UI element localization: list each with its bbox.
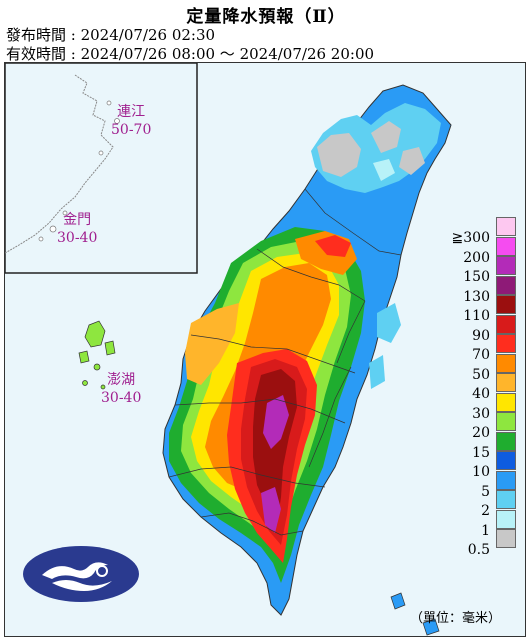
legend-label: 5	[481, 483, 490, 500]
legend-swatch	[496, 295, 516, 314]
legend-swatch	[496, 431, 516, 451]
kinmen-name: 金門	[63, 212, 92, 228]
legend-label: 110	[463, 308, 490, 324]
rainfall-map: 連江 50-70 金門 30-40 澎湖 30-40	[4, 62, 526, 637]
legend-label: 20	[472, 425, 490, 441]
lienchiang-label: 連江 50-70	[111, 103, 151, 139]
legend-label: 90	[472, 327, 490, 344]
penghu-range: 30-40	[101, 390, 142, 406]
north-grey-zone-3	[399, 147, 425, 175]
legend-label: 0.5	[467, 542, 490, 558]
north-grey-zone-1	[317, 133, 361, 177]
southeast-islets	[390, 592, 440, 636]
offshore-inset-box	[5, 63, 198, 274]
legend-swatch	[496, 470, 516, 490]
cwa-logo-icon	[22, 545, 140, 607]
china-coastline	[5, 74, 114, 254]
lienchiang-range: 50-70	[111, 122, 152, 138]
legend-label: 40	[472, 386, 490, 402]
legend-swatch	[496, 353, 516, 373]
unit-label: （單位：毫米）	[410, 611, 502, 626]
legend-swatch	[496, 334, 516, 353]
legend-swatch	[496, 509, 516, 529]
rain-zone-150-north	[263, 395, 289, 449]
lienchiang-name: 連江	[117, 104, 146, 120]
kinmen-label: 金門 30-40	[57, 211, 97, 247]
legend-swatch	[496, 314, 516, 334]
legend-label: 10	[472, 464, 490, 480]
legend-swatch	[496, 217, 516, 236]
penghu-name: 澎湖	[107, 372, 136, 388]
legend-swatch	[496, 392, 516, 412]
header: 定量降水預報（Ⅱ） 發布時間 : 2024/07/26 02:30 有效時間 :…	[0, 0, 532, 63]
east-cyan-zone-2	[369, 355, 385, 389]
inset-islets	[38, 100, 120, 242]
legend-swatch	[496, 412, 516, 431]
rain-zone-70-north	[315, 235, 351, 257]
legend-swatch	[496, 529, 516, 548]
penghu-label: 澎湖 30-40	[101, 371, 141, 407]
north-grey-zone-2	[371, 121, 401, 153]
county-boundaries	[168, 188, 402, 536]
map-title: 定量降水預報（Ⅱ）	[186, 7, 346, 27]
legend-label: 200	[463, 249, 490, 266]
rain-zone-150-south	[261, 487, 281, 533]
legend-label: 1	[481, 522, 490, 539]
taiwan-rainfall-map	[5, 63, 452, 636]
legend-label: 30	[472, 405, 490, 422]
legend-label: 70	[472, 347, 490, 363]
legend-label: 15	[472, 444, 490, 461]
legend-swatch	[496, 490, 516, 509]
legend-swatch	[496, 451, 516, 470]
north-lightcyan-zone	[373, 159, 395, 181]
rain-zone-40-west	[185, 303, 239, 385]
legend-label: 50	[472, 366, 490, 383]
legend-label: 130	[463, 288, 490, 305]
legend-swatch	[496, 256, 516, 275]
penghu-islets	[78, 320, 116, 390]
valid-time: 有效時間 : 2024/07/26 08:00 ～ 2024/07/26 20:…	[6, 45, 375, 63]
legend-label: 150	[463, 269, 490, 285]
legend-swatch	[496, 236, 516, 256]
legend-swatch	[496, 373, 516, 392]
kinmen-range: 30-40	[57, 230, 98, 246]
legend-swatch	[496, 275, 516, 295]
legend-label: 2	[481, 503, 490, 519]
issue-time: 發布時間 : 2024/07/26 02:30	[6, 26, 216, 44]
east-cyan-zone-1	[377, 303, 401, 343]
legend-label: ≧300	[451, 230, 490, 246]
